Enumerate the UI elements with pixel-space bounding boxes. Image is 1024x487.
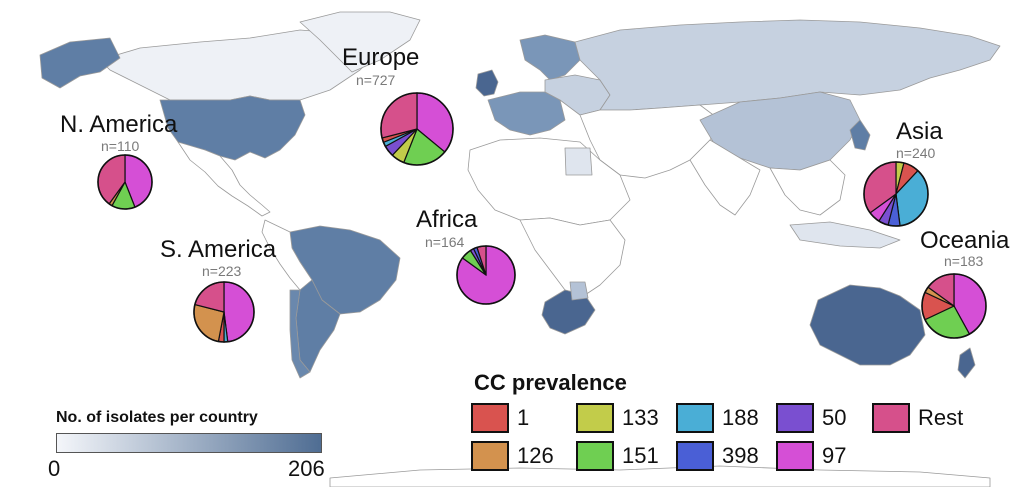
scale-legend-max: 206 (288, 456, 325, 481)
cc-legend-swatch-126 (471, 441, 509, 471)
country-egypt (564, 147, 593, 176)
cc-legend-item: Rest (872, 403, 963, 433)
cc-legend-label: 50 (822, 405, 847, 430)
country-india (689, 139, 761, 216)
cc-legend-swatch-398 (676, 441, 714, 471)
cc-legend-item: 1 (471, 403, 529, 433)
pie-outline (380, 92, 454, 166)
scale-legend-min: 0 (48, 456, 61, 481)
country-greenland (299, 11, 421, 73)
pie-outline (863, 161, 929, 227)
country-indonesia (789, 221, 901, 249)
pie-slice-s-america-cc-97 (223, 281, 255, 343)
cc-legend-swatch-151 (576, 441, 614, 471)
country-chile (289, 289, 311, 379)
landmass-antarctica (329, 465, 991, 487)
cc-legend-item: 398 (676, 441, 759, 471)
region-n-asia: n=240 (896, 145, 936, 161)
scale-legend-title: No. of isolates per country (56, 409, 258, 426)
region-n-europe: n=727 (356, 72, 396, 88)
cc-legend-label: Rest (918, 405, 964, 430)
cc-legend-item: 133 (576, 403, 659, 433)
region-n-n-america: n=110 (101, 138, 140, 154)
country-japan-korea (849, 119, 871, 151)
region-label-s-america: S. America (160, 236, 277, 263)
country-scandinavia (519, 34, 581, 81)
cc-legend-label: 1 (517, 405, 530, 430)
country-western-europe (487, 91, 566, 136)
scale-legend-gradient (56, 433, 322, 453)
country-alaska-greenland (39, 37, 121, 89)
pie-chart-group (97, 92, 987, 343)
cc-legend-swatch-50 (776, 403, 814, 433)
cc-legend-label: 398 (722, 443, 759, 468)
country-mexico (177, 141, 271, 217)
region-label-oceania: Oceania (920, 227, 1010, 254)
cc-legend-label: 126 (517, 443, 554, 468)
region-label-africa: Africa (416, 206, 478, 233)
region-label-asia: Asia (896, 118, 943, 145)
region-n-africa: n=164 (425, 234, 465, 250)
country-uk (475, 69, 499, 97)
pie-outline (456, 245, 516, 305)
pie-outline (193, 281, 255, 343)
cc-legend-swatch-188 (676, 403, 714, 433)
cc-legend-title: CC prevalence (474, 370, 627, 395)
country-usa (159, 95, 306, 161)
cc-legend-swatch-133 (576, 403, 614, 433)
pie-outline (97, 154, 153, 210)
cc-legend-label: 188 (722, 405, 759, 430)
region-n-s-america: n=223 (202, 263, 242, 279)
cc-legend-item: 97 (776, 441, 846, 471)
country-new-zealand (957, 347, 976, 379)
cc-legend-label: 133 (622, 405, 659, 430)
cc-legend-item: 50 (776, 403, 846, 433)
cc-legend-swatch-rest (872, 403, 910, 433)
region-label-europe: Europe (342, 44, 420, 71)
cc-legend-item: 126 (471, 441, 554, 471)
cc-legend-swatch-1 (471, 403, 509, 433)
region-label-n-america: N. America (60, 111, 178, 138)
cc-legend-label: 151 (622, 443, 659, 468)
pie-outline (921, 273, 987, 339)
cc-legend-item: 188 (676, 403, 759, 433)
country-se-asia (769, 159, 846, 216)
country-central-africa (519, 217, 626, 296)
cc-legend-swatch-97 (776, 441, 814, 471)
region-n-oceania: n=183 (944, 253, 984, 269)
cc-legend-item: 151 (576, 441, 659, 471)
country-australia (809, 284, 926, 366)
country-zimbabwe (569, 281, 589, 301)
cc-legend-label: 97 (822, 443, 847, 468)
